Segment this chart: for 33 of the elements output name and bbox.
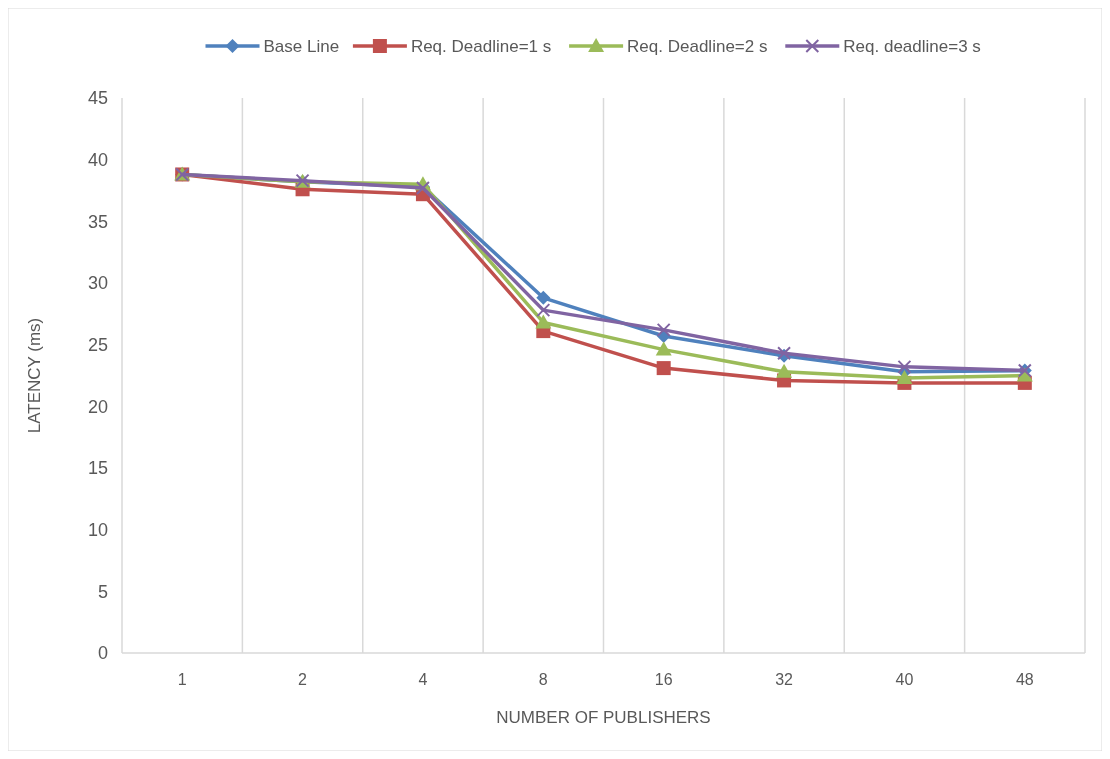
legend-label: Base Line (263, 36, 340, 56)
x-tick-label: 4 (418, 671, 428, 688)
legend-label: Req. deadline=3 s (843, 36, 981, 56)
y-tick-label: 30 (87, 273, 108, 294)
y-tick-label: 25 (87, 334, 108, 355)
point (776, 363, 793, 378)
y-tick-label: 0 (97, 643, 108, 664)
x-tick-label: 2 (298, 671, 308, 688)
point (896, 369, 913, 384)
y-tick-label: 40 (87, 149, 108, 170)
y-tick-label: 20 (87, 396, 108, 417)
y-tick-label: 15 (87, 458, 108, 479)
point (536, 303, 551, 318)
point (656, 361, 671, 376)
y-tick-label: 35 (87, 211, 108, 232)
x-tick-label: 32 (775, 671, 794, 688)
point (655, 341, 672, 356)
x-tick-label: 16 (654, 671, 673, 688)
y-tick-label: 45 (87, 88, 108, 109)
x-tick-label: 48 (1015, 671, 1034, 688)
y-tick-label: 5 (97, 581, 108, 602)
x-axis-title: NUMBER OF PUBLISHERS (496, 708, 711, 727)
x-tick-label: 40 (895, 671, 914, 688)
legend-label: Req. Deadline=1 s (410, 36, 552, 56)
point (897, 359, 912, 374)
y-tick-label: 10 (87, 519, 108, 540)
x-tick-label: 8 (538, 671, 548, 688)
point (536, 290, 551, 305)
point (656, 322, 671, 337)
x-tick-label: 1 (177, 671, 187, 688)
y-axis-title: LATENCY (ms) (25, 317, 44, 434)
legend-label: Req. Deadline=2 s (627, 36, 768, 56)
point (535, 314, 552, 329)
